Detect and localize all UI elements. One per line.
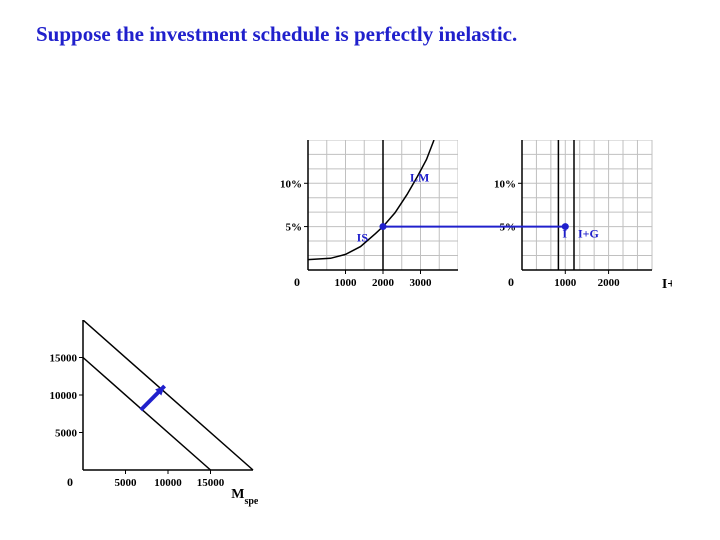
svg-text:15000: 15000 — [50, 353, 78, 365]
x-axis-label: Mspec — [231, 487, 258, 507]
svg-text:5%: 5% — [286, 222, 303, 234]
islm-chart: 10%5%1000200030000iYLMIS — [268, 140, 458, 300]
svg-text:15000: 15000 — [197, 477, 225, 489]
y-axis-label: Mtrans — [47, 320, 83, 321]
svg-text:0: 0 — [67, 475, 73, 489]
svg-text:3000: 3000 — [410, 277, 433, 289]
svg-text:10000: 10000 — [50, 390, 78, 402]
svg-text:2000: 2000 — [598, 277, 621, 289]
svg-text:2000: 2000 — [372, 277, 395, 289]
ig-point — [562, 223, 569, 230]
equilibrium-point — [380, 223, 387, 230]
svg-text:1000: 1000 — [335, 277, 358, 289]
svg-text:10%: 10% — [280, 178, 302, 190]
svg-text:0: 0 — [508, 275, 514, 289]
budget-line — [83, 320, 253, 470]
svg-text:1000: 1000 — [554, 277, 577, 289]
money-chart: 15000 10000 5000 5000 10000 15000 0 Mtrans Mspec — [28, 320, 258, 510]
ig-chart: 10%5%100020000iI+GII+G — [482, 140, 672, 300]
svg-text:10000: 10000 — [154, 477, 182, 489]
svg-text:5000: 5000 — [115, 477, 138, 489]
svg-text:5%: 5% — [500, 222, 517, 234]
svg-text:10%: 10% — [494, 178, 516, 190]
budget-line — [83, 358, 211, 471]
x-axis-label: I+G — [662, 277, 672, 292]
svg-text:5000: 5000 — [55, 428, 78, 440]
is-label: IS — [357, 230, 369, 244]
page-title: Suppose the investment schedule is perfe… — [36, 22, 517, 47]
vline-label: I+G — [578, 227, 599, 241]
svg-text:0: 0 — [294, 275, 300, 289]
lm-label: LM — [410, 171, 429, 185]
